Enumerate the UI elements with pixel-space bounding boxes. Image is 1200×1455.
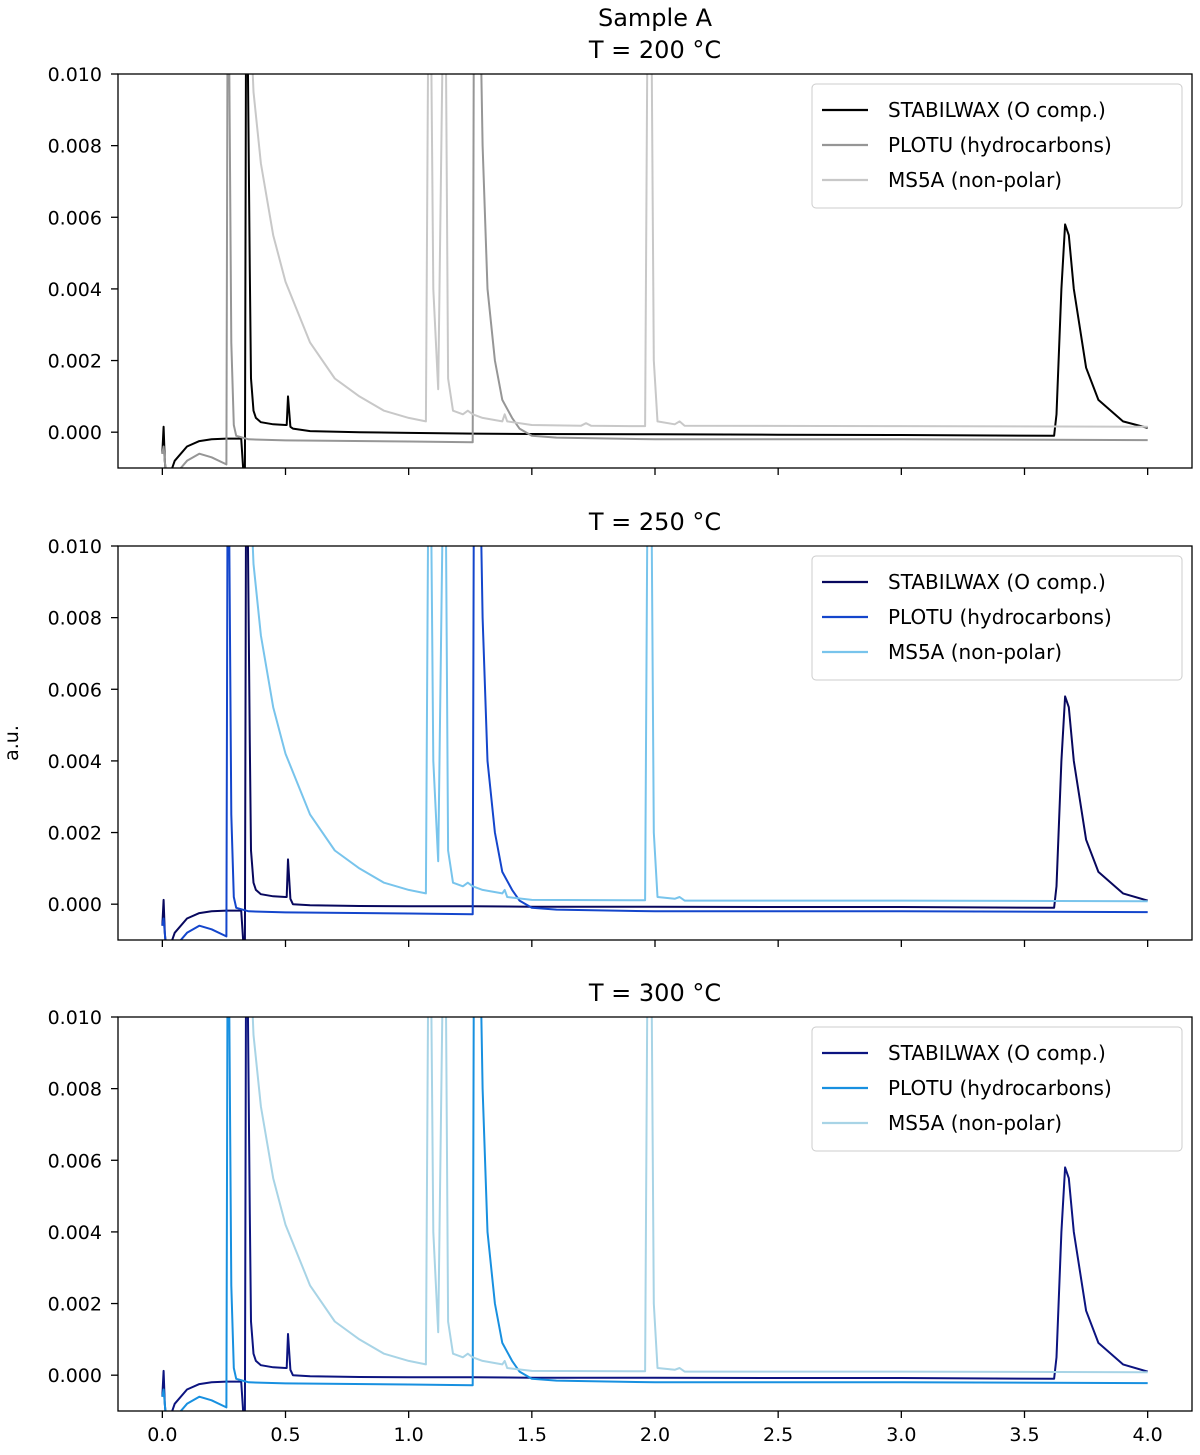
panel-1-legend: STABILWAX (O comp.) PLOTU (hydrocarbons)…	[811, 83, 1183, 209]
legend-label: PLOTU (hydrocarbons)	[888, 133, 1112, 157]
panel-2-y-ticks: 0.000 0.002 0.004 0.006 0.008 0.010	[48, 536, 118, 916]
legend-label: MS5A (non-polar)	[888, 1111, 1062, 1135]
series-line-2	[161, 546, 1148, 940]
series-line-3	[251, 74, 1148, 428]
y-tick-label: 0.006	[48, 1150, 102, 1172]
legend-label: PLOTU (hydrocarbons)	[888, 1076, 1112, 1100]
panel-2-title-line-1: T = 250 °C	[588, 508, 721, 536]
y-axis-label: a.u.	[1, 725, 23, 761]
y-tick-label: 0.004	[48, 751, 102, 773]
panel-3-x-ticks: 0.0 0.5 1.0 1.5 2.0 2.5 3.0 3.5 4.0	[147, 1411, 1163, 1446]
y-tick-label: 0.008	[48, 1079, 102, 1101]
panel-3-legend: STABILWAX (O comp.) PLOTU (hydrocarbons)…	[811, 1026, 1183, 1152]
panel-3-y-ticks: 0.000 0.002 0.004 0.006 0.008 0.010	[48, 1007, 118, 1387]
y-tick-label: 0.002	[48, 351, 102, 373]
panel-3-axes-frame	[117, 1016, 1193, 1412]
panel-2-x-ticks	[161, 940, 1149, 947]
panel-3-title-line-1: T = 300 °C	[588, 979, 721, 1007]
panel-1-series-layer	[161, 74, 1148, 468]
x-tick-label: 3.5	[1009, 1424, 1039, 1446]
legend-label: MS5A (non-polar)	[888, 640, 1062, 664]
y-tick-label: 0.002	[48, 1294, 102, 1316]
x-tick-label: 1.5	[517, 1424, 547, 1446]
y-tick-label: 0.006	[48, 207, 102, 229]
legend-frame	[811, 555, 1183, 681]
x-tick-label: 3.0	[886, 1424, 916, 1446]
panel-1-axes-frame	[117, 73, 1193, 469]
legend-label: STABILWAX (O comp.)	[888, 98, 1106, 122]
y-tick-label: 0.000	[48, 422, 102, 444]
y-tick-label: 0.004	[48, 1222, 102, 1244]
x-tick-label: 0.0	[147, 1424, 177, 1446]
panel-2-axes-frame	[117, 545, 1193, 941]
series-line-3	[251, 546, 1148, 903]
panel-2-title: T = 250 °C	[588, 508, 721, 536]
y-tick-label: 0.002	[48, 823, 102, 845]
y-tick-label: 0.010	[48, 64, 102, 86]
series-line-1	[161, 1017, 1148, 1411]
y-tick-label: 0.008	[48, 608, 102, 630]
panel-2: T = 250 °C a.u. 0.000 0.002 0.004 0.006 …	[1, 508, 1193, 947]
y-tick-label: 0.000	[48, 894, 102, 916]
series-line-2	[161, 1017, 1148, 1411]
series-line-1	[161, 546, 1148, 940]
panel-3-title: T = 300 °C	[588, 979, 721, 1007]
panel-2-series-layer	[161, 546, 1148, 940]
series-line-3	[251, 1017, 1148, 1374]
series-line-1	[161, 74, 1148, 468]
legend-label: MS5A (non-polar)	[888, 168, 1062, 192]
panel-1-title-line-1: Sample A	[598, 4, 713, 32]
panel-1-title: Sample A T = 200 °C	[588, 4, 721, 64]
y-tick-label: 0.004	[48, 279, 102, 301]
legend-label: STABILWAX (O comp.)	[888, 1041, 1106, 1065]
series-line-2	[161, 74, 1148, 468]
panel-3-series-layer	[161, 1017, 1148, 1411]
legend-label: STABILWAX (O comp.)	[888, 570, 1106, 594]
panel-1: Sample A T = 200 °C 0.000 0.002 0.004 0.…	[48, 4, 1193, 475]
x-tick-label: 2.0	[640, 1424, 670, 1446]
x-tick-label: 2.5	[763, 1424, 793, 1446]
panel-1-title-line-2: T = 200 °C	[588, 36, 721, 64]
legend-frame	[811, 1026, 1183, 1152]
y-tick-label: 0.010	[48, 1007, 102, 1029]
panel-1-y-ticks: 0.000 0.002 0.004 0.006 0.008 0.010	[48, 64, 118, 444]
panel-2-legend: STABILWAX (O comp.) PLOTU (hydrocarbons)…	[811, 555, 1183, 681]
panel-3: T = 300 °C 0.000 0.002 0.004 0.006 0.008…	[48, 979, 1193, 1446]
panel-1-x-ticks	[161, 468, 1149, 475]
y-tick-label: 0.006	[48, 679, 102, 701]
y-tick-label: 0.010	[48, 536, 102, 558]
y-tick-label: 0.008	[48, 136, 102, 158]
legend-label: PLOTU (hydrocarbons)	[888, 605, 1112, 629]
y-tick-label: 0.000	[48, 1365, 102, 1387]
x-tick-label: 4.0	[1133, 1424, 1163, 1446]
legend-frame	[811, 83, 1183, 209]
x-tick-label: 1.0	[394, 1424, 424, 1446]
x-tick-label: 0.5	[270, 1424, 300, 1446]
